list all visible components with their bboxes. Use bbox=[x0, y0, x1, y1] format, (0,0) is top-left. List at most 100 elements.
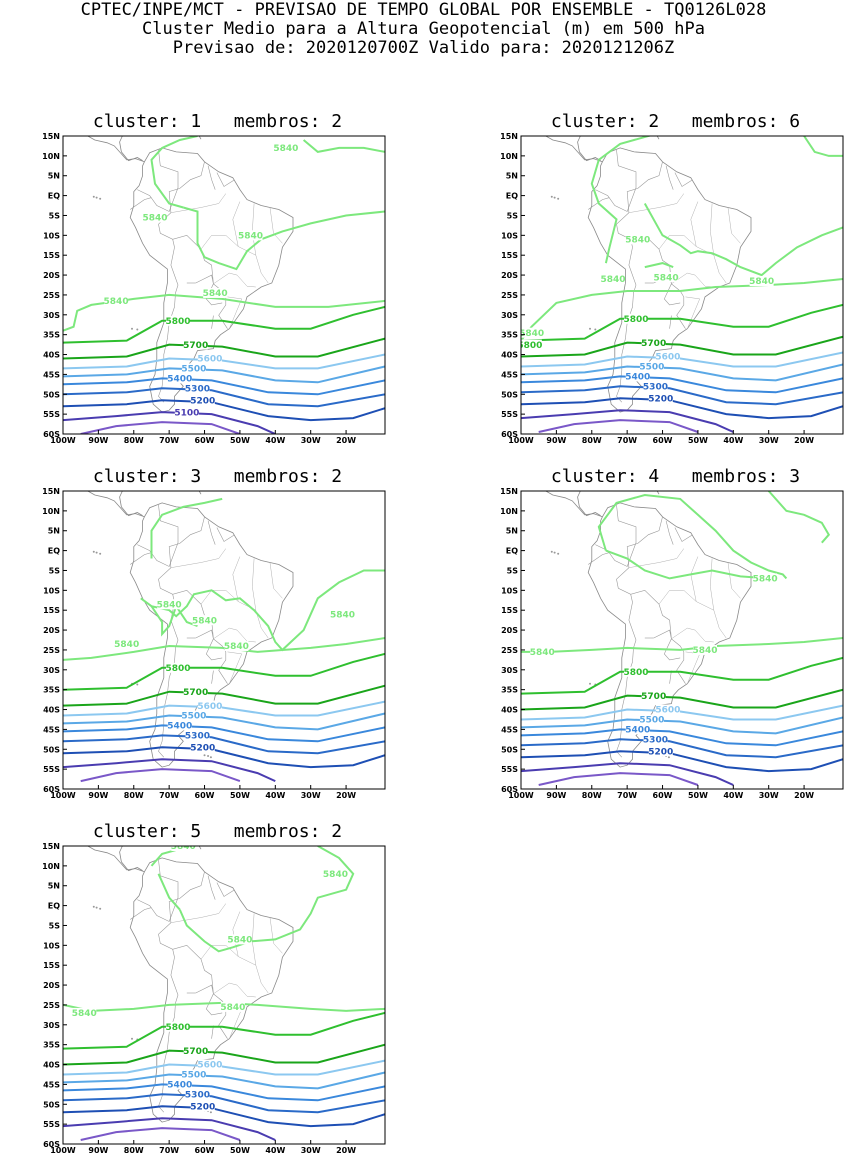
lat-tick-label: 30S bbox=[43, 311, 60, 320]
lon-tick-label: 50W bbox=[230, 1146, 250, 1155]
state-border bbox=[710, 203, 715, 256]
country-border bbox=[665, 165, 674, 190]
island bbox=[95, 906, 98, 909]
contour-label-5840: 5840 bbox=[114, 640, 139, 650]
contour-label-bg bbox=[72, 1007, 97, 1018]
lat-tick-label: 5N bbox=[48, 172, 60, 181]
lat-tick-label: 15N bbox=[500, 132, 518, 141]
lon-tick-label: 60W bbox=[195, 1146, 215, 1155]
contour-label-5600: 5600 bbox=[655, 706, 680, 716]
lat-tick-label: EQ bbox=[506, 547, 518, 556]
island bbox=[611, 136, 619, 137]
lat-tick-label: 20S bbox=[501, 271, 518, 280]
island bbox=[656, 136, 660, 140]
state-border bbox=[690, 556, 727, 639]
lat-tick-label: 5N bbox=[48, 882, 60, 891]
contour-label-5400: 5400 bbox=[625, 373, 650, 383]
island bbox=[589, 327, 591, 330]
cluster-panel-1: cluster: 1 membros: 2 5800 5700 5600 5500 54… bbox=[30, 112, 405, 457]
country-border bbox=[207, 875, 216, 900]
lon-tick-label: 70W bbox=[159, 791, 179, 800]
contour-5500 bbox=[63, 365, 385, 384]
lat-tick-label: 25S bbox=[501, 291, 518, 300]
contour-label-bg bbox=[330, 609, 355, 620]
lat-tick-label: 40S bbox=[501, 351, 518, 360]
lat-tick-label: 60S bbox=[501, 430, 518, 439]
state-border bbox=[685, 296, 701, 329]
contour-label-5300: 5300 bbox=[185, 732, 210, 742]
lat-tick-label: 50S bbox=[501, 390, 518, 399]
state-border bbox=[200, 235, 239, 250]
contour-5840 bbox=[150, 603, 198, 637]
island bbox=[99, 197, 102, 200]
contour-label-5700: 5700 bbox=[641, 339, 666, 349]
contour-label-5800: 5800 bbox=[623, 668, 648, 678]
contour-label-bg bbox=[521, 339, 542, 350]
coastline bbox=[577, 136, 601, 162]
lat-tick-label: 60S bbox=[43, 1140, 60, 1149]
contour-5100 bbox=[63, 758, 276, 783]
lat-tick-label: 5S bbox=[507, 211, 519, 220]
country-border bbox=[130, 197, 152, 210]
country-border bbox=[665, 520, 674, 545]
lon-tick-label: 90W bbox=[546, 791, 566, 800]
contour-label-5500: 5500 bbox=[639, 716, 664, 726]
country-border bbox=[158, 949, 179, 1113]
contour-5840 bbox=[63, 293, 385, 332]
island bbox=[557, 552, 560, 555]
country-border bbox=[216, 527, 235, 542]
state-border bbox=[685, 651, 701, 684]
contour-label-bg bbox=[530, 646, 555, 657]
island bbox=[153, 136, 161, 137]
plot-frame bbox=[62, 490, 386, 790]
island bbox=[553, 551, 556, 554]
country-border bbox=[207, 520, 216, 545]
island bbox=[92, 905, 95, 908]
lat-tick-label: 15N bbox=[42, 132, 60, 141]
contour-5840 bbox=[597, 493, 788, 580]
lon-tick-label: 90W bbox=[88, 791, 108, 800]
contour-label-bg bbox=[104, 295, 129, 306]
state-border bbox=[170, 903, 227, 923]
contour-label-5200: 5200 bbox=[190, 743, 215, 753]
state-border bbox=[727, 562, 741, 599]
lat-tick-label: 55S bbox=[501, 765, 518, 774]
contour-label-bg bbox=[167, 1079, 192, 1090]
state-border bbox=[269, 207, 283, 244]
contour-5100 bbox=[521, 762, 734, 786]
country-border bbox=[195, 984, 223, 1016]
contour-label-bg bbox=[648, 746, 673, 757]
lat-tick-label: 35S bbox=[501, 686, 518, 695]
contour-5300 bbox=[63, 387, 385, 408]
island bbox=[594, 328, 597, 331]
contour-5700 bbox=[521, 335, 843, 358]
contour-5800 bbox=[63, 305, 385, 344]
contour-label-bg bbox=[521, 327, 544, 338]
lat-tick-label: 10S bbox=[43, 586, 60, 595]
contour-label-5400: 5400 bbox=[167, 1081, 192, 1091]
contour-label-5500: 5500 bbox=[639, 363, 664, 373]
contour-label-bg bbox=[181, 710, 206, 721]
state-border bbox=[213, 982, 256, 998]
lat-tick-label: 20S bbox=[501, 626, 518, 635]
lat-tick-label: 30S bbox=[43, 666, 60, 675]
state-border bbox=[232, 911, 269, 994]
lat-tick-label: 45S bbox=[43, 725, 60, 734]
contour-label-bg bbox=[183, 339, 208, 350]
lat-tick-label: 20S bbox=[43, 626, 60, 635]
lon-tick-label: 50W bbox=[230, 436, 250, 445]
contour-label-5600: 5600 bbox=[655, 353, 680, 363]
lon-tick-label: 20W bbox=[794, 436, 814, 445]
island bbox=[611, 491, 619, 492]
lat-tick-label: 10S bbox=[43, 231, 60, 240]
lat-tick-label: 15N bbox=[42, 487, 60, 496]
lon-tick-label: 20W bbox=[336, 791, 356, 800]
contour-label-5300: 5300 bbox=[643, 736, 668, 746]
lat-tick-label: 55S bbox=[43, 410, 60, 419]
contour-label-5840: 5840 bbox=[753, 575, 778, 585]
contour-label-bg bbox=[166, 1021, 190, 1032]
contour-label-5500: 5500 bbox=[181, 1071, 206, 1081]
